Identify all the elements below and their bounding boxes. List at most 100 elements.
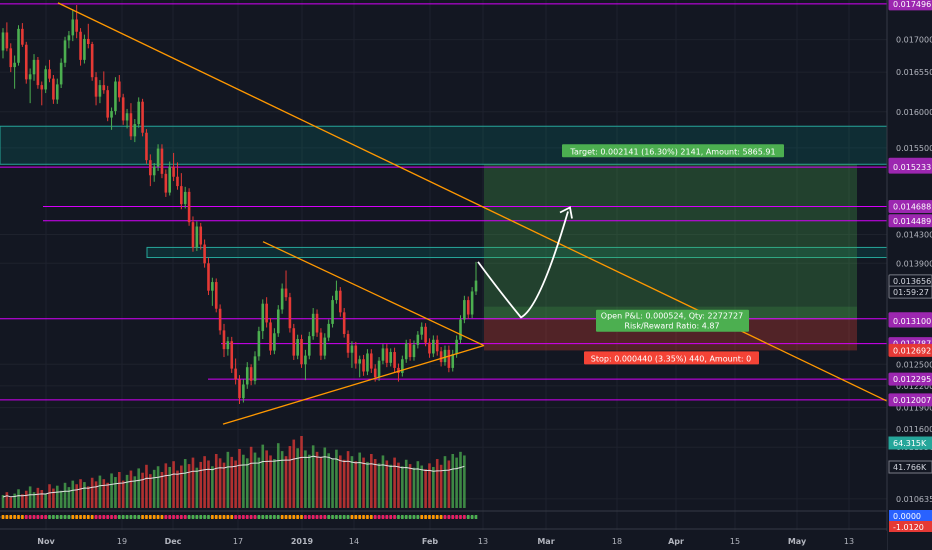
candle-body	[13, 62, 16, 68]
volume-bar	[145, 464, 148, 508]
candle-body	[381, 348, 385, 361]
descending-trendline[interactable]	[57, 2, 888, 402]
volume-bar	[9, 497, 13, 508]
price-label-box	[888, 393, 932, 407]
volume-bar	[164, 463, 168, 508]
oscillator-bar	[187, 515, 191, 519]
oscillator-bar	[412, 515, 416, 519]
candle-body	[129, 113, 133, 137]
oscillator-bar	[327, 515, 330, 519]
trendline-drawings[interactable]	[57, 2, 888, 425]
candle-body	[242, 384, 245, 399]
volume-bar	[389, 464, 393, 508]
candle-body	[459, 319, 462, 340]
volume-ma-line	[2, 455, 465, 498]
oscillator-bar	[346, 515, 350, 519]
candle-body	[40, 85, 44, 90]
oscillator-bar	[420, 515, 424, 519]
volume-bar	[362, 457, 365, 508]
oscillator-bar	[292, 515, 296, 519]
oscillator-bar	[125, 515, 129, 519]
oscillator-bar	[397, 515, 400, 519]
candle-body	[152, 166, 156, 176]
candle-body	[234, 368, 237, 380]
oscillator-bar	[242, 515, 245, 519]
oscillator-bar	[226, 515, 230, 519]
oscillator-bar	[195, 515, 199, 519]
volume-bar	[75, 484, 78, 508]
oscillator-bar	[296, 515, 299, 519]
projection-arrowhead[interactable]	[559, 206, 573, 219]
oscillator-bar	[269, 515, 272, 519]
oscillator-bar	[90, 515, 94, 519]
volume-label: 41.766K	[893, 463, 927, 472]
candle-body	[331, 300, 334, 324]
oscillator-bar	[211, 515, 214, 519]
price-label-box	[888, 372, 932, 386]
triangle-lower-line[interactable]	[222, 344, 485, 425]
candle-body	[133, 124, 137, 137]
candle-body	[424, 326, 427, 343]
candle-body	[75, 19, 78, 32]
candle-body	[401, 359, 404, 373]
volume-bar	[381, 455, 385, 508]
volume-bars	[1, 436, 466, 508]
volume-bar	[284, 456, 288, 508]
candle-body	[319, 332, 323, 356]
volume-bar	[265, 450, 268, 508]
oscillator-bar	[435, 515, 439, 519]
oscillator-bar	[207, 515, 210, 519]
oscillator-bar	[199, 515, 203, 519]
oscillator-label: 0.0000	[893, 512, 921, 521]
candle-body	[269, 322, 272, 351]
oscillator-bar	[218, 515, 222, 519]
oscillator-bar	[416, 515, 420, 519]
candle-body	[273, 333, 276, 351]
oscillator-bar	[451, 515, 455, 519]
volume-bar	[13, 493, 16, 508]
candle-body	[288, 297, 292, 329]
volume-bar	[94, 481, 98, 508]
candle-body	[168, 166, 172, 193]
open-pl-label-box	[596, 309, 749, 332]
oscillator-bar	[261, 515, 265, 519]
oscillator-bar	[13, 515, 16, 519]
volume-bar	[319, 456, 323, 508]
volume-bar	[52, 488, 55, 508]
oscillator-bar	[9, 515, 13, 519]
oscillator-bar	[145, 515, 148, 519]
price-label-box	[888, 214, 932, 228]
time-tick-label: Mar	[537, 537, 554, 546]
volume-bar	[199, 461, 203, 508]
candle-body	[327, 323, 330, 338]
price-axis: 0.017000 0.016550 0.016000 0.015500 0.014300…	[886, 0, 932, 550]
volume-bar	[412, 467, 416, 508]
volume-bar	[17, 489, 20, 508]
oscillator-bar	[141, 515, 144, 519]
oscillator-bar	[474, 515, 478, 519]
oscillator-label-box	[889, 510, 932, 521]
time-axis-bg	[0, 531, 887, 550]
oscillator-bar	[203, 515, 206, 519]
triangle-upper-line[interactable]	[262, 241, 485, 347]
volume-bar	[342, 459, 346, 508]
candle-body	[451, 354, 455, 368]
projection-path[interactable]	[477, 211, 569, 319]
oscillator-bar	[160, 515, 164, 519]
candle-body	[149, 160, 152, 176]
target-label-box	[562, 144, 784, 158]
candle-body	[339, 290, 342, 313]
candle-body	[156, 148, 160, 167]
price-tick-label: 0.016550	[896, 68, 932, 77]
oscillator-bar	[32, 515, 36, 519]
candle-body	[311, 313, 315, 337]
candle-body	[428, 342, 431, 354]
candle-body	[36, 59, 40, 86]
volume-bar	[242, 454, 245, 508]
candle-body	[226, 341, 230, 350]
price-label: 0.014489	[893, 217, 931, 226]
candle-body	[466, 300, 470, 315]
oscillator-bar	[17, 515, 20, 519]
oscillator-bar	[114, 515, 117, 519]
volume-bar	[350, 456, 354, 508]
